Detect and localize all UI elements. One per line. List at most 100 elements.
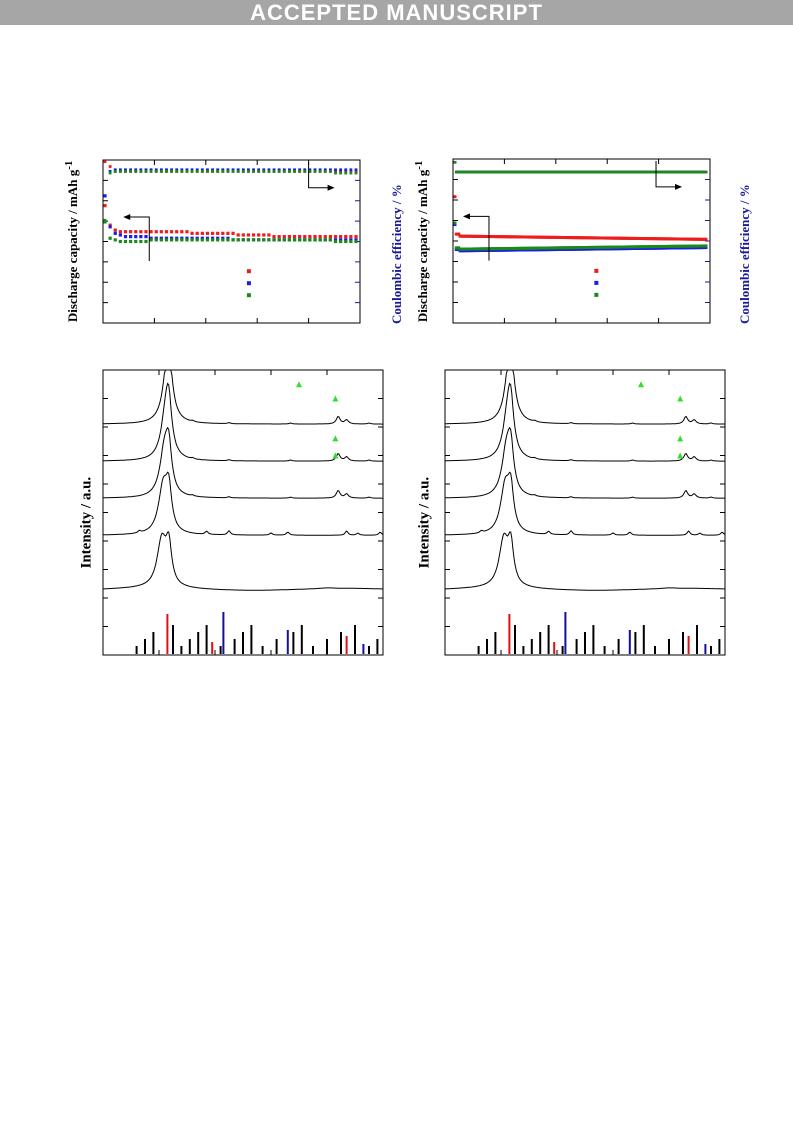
efficiency-point-green — [190, 170, 194, 173]
phase-marker-triangle — [677, 395, 684, 402]
capacity-point-green — [298, 238, 302, 242]
capacity-point-green — [333, 239, 338, 244]
capacity-point-green — [190, 238, 194, 242]
efficiency-point-blue — [262, 168, 266, 172]
capacity-point-green — [139, 239, 143, 244]
efficiency-point-blue — [318, 168, 322, 172]
capacity-point-red — [354, 235, 358, 239]
capacity-point-red — [349, 235, 353, 239]
capacity-point-red — [185, 230, 189, 234]
efficiency-point-green — [211, 170, 214, 173]
capacity-point-red — [139, 230, 143, 234]
capacity-point-blue — [164, 236, 169, 240]
phase-marker-triangle — [332, 452, 339, 459]
efficiency-point-green — [108, 171, 112, 175]
efficiency-point-green — [339, 171, 343, 175]
efficiency-point-green — [175, 170, 179, 173]
efficiency-point-green — [241, 170, 245, 173]
efficiency-point-green — [206, 170, 209, 173]
efficiency-point-blue — [103, 194, 107, 198]
efficiency-point-green — [185, 170, 189, 173]
capacity-point-blue — [185, 236, 189, 240]
efficiency-point-blue — [139, 168, 143, 172]
efficiency-point-green — [257, 170, 261, 173]
capacity-point-red — [205, 231, 210, 235]
capacity-point-green — [323, 238, 327, 242]
xrd-pattern-line — [445, 369, 725, 425]
xrd-pattern-line — [444, 426, 725, 499]
efficiency-point-blue — [211, 168, 214, 172]
right-axis-arrow — [308, 162, 331, 189]
capacity-point-blue — [354, 238, 358, 242]
capacity-point-red — [292, 235, 297, 239]
capacity-point-green — [282, 238, 286, 242]
capacity-point-blue — [226, 236, 230, 240]
capacity-point-blue — [205, 236, 210, 240]
efficiency-point-blue — [200, 168, 204, 172]
xrd-panel-1-frame — [444, 369, 726, 656]
efficiency-point-green — [293, 170, 296, 173]
efficiency-point-blue — [267, 168, 271, 172]
capacity-point-blue — [704, 246, 708, 250]
phase-marker-triangle — [296, 381, 302, 388]
phase-marker-triangle — [332, 435, 339, 442]
efficiency-point-green — [180, 170, 184, 173]
xrd-pattern-group-0 — [102, 369, 384, 591]
efficiency-point-blue — [144, 168, 148, 172]
efficiency-point-green — [277, 170, 281, 173]
efficiency-point-green — [159, 170, 163, 173]
efficiency-point-green — [704, 170, 708, 174]
capacity-point-green — [205, 238, 210, 242]
efficiency-point-red — [108, 165, 112, 168]
efficiency-point-red — [103, 160, 107, 164]
capacity-point-red — [144, 230, 148, 234]
right-axis-arrowhead — [675, 183, 683, 190]
efficiency-point-blue — [226, 168, 230, 172]
capacity-point-blue — [169, 236, 174, 240]
efficiency-point-blue — [303, 168, 307, 172]
capacity-point-red — [282, 235, 286, 239]
capacity-point-red — [236, 233, 240, 237]
capacity-point-red — [108, 223, 112, 227]
efficiency-point-blue — [349, 168, 353, 172]
efficiency-point-green — [313, 170, 317, 173]
efficiency-point-green — [144, 170, 148, 173]
efficiency-point-green — [118, 170, 122, 173]
capacity-point-green — [134, 239, 138, 244]
legend-marker-red — [594, 268, 599, 273]
capacity-point-red — [226, 231, 230, 235]
capacity-point-green — [287, 238, 292, 242]
capacity-point-red — [221, 231, 225, 235]
capacity-point-green — [129, 239, 133, 244]
efficiency-point-green — [334, 171, 337, 175]
capacity-point-blue — [349, 238, 353, 242]
capacity-point-green — [257, 238, 261, 242]
capacity-point-blue — [453, 223, 457, 227]
efficiency-point-red — [339, 170, 343, 173]
xrd-pattern-line — [445, 382, 725, 462]
capacity-point-green — [328, 238, 332, 242]
efficiency-point-green — [303, 170, 307, 173]
efficiency-point-blue — [313, 168, 317, 172]
xrd-pattern-line — [103, 471, 384, 536]
efficiency-point-blue — [149, 168, 153, 172]
capacity-point-blue — [159, 236, 163, 240]
efficiency-point-green — [252, 170, 255, 173]
efficiency-point-blue — [154, 168, 158, 172]
efficiency-point-green — [267, 170, 271, 173]
capacity-point-green — [144, 239, 148, 244]
efficiency-point-green — [236, 170, 240, 173]
capacity-point-red — [180, 230, 184, 234]
capacity-point-red — [318, 235, 322, 239]
efficiency-point-green — [272, 170, 276, 173]
capacity-point-red — [195, 231, 199, 235]
capacity-point-red — [323, 235, 327, 239]
efficiency-point-blue — [277, 168, 281, 172]
efficiency-point-blue — [134, 168, 138, 172]
capacity-point-red — [149, 230, 153, 234]
efficiency-point-green — [129, 170, 133, 173]
efficiency-point-green — [139, 170, 143, 173]
efficiency-point-blue — [241, 168, 245, 172]
efficiency-point-blue — [221, 168, 225, 172]
efficiency-point-blue — [288, 168, 291, 172]
